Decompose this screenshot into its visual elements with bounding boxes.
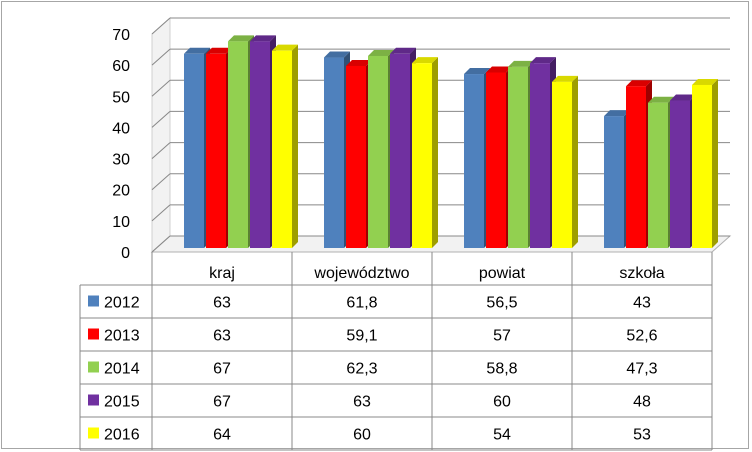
bar-top (530, 57, 556, 64)
gridline-side (151, 17, 171, 35)
bar (670, 100, 690, 248)
bar-top (486, 66, 512, 73)
gridline-side (151, 79, 171, 97)
bar-top (228, 35, 254, 42)
y-tick-label: 60 (112, 58, 130, 75)
data-label: 43 (633, 295, 651, 312)
bar (552, 81, 572, 248)
gridline-side (151, 173, 171, 191)
bar (368, 55, 388, 249)
bar (464, 74, 484, 249)
bar (206, 53, 226, 248)
bar-top (250, 35, 276, 42)
y-tick-label: 10 (112, 214, 130, 231)
x-tick-label: powiat (479, 265, 526, 282)
data-label: 61,8 (346, 295, 377, 312)
data-label: 54 (493, 427, 511, 444)
x-tick-label: szkoła (619, 265, 664, 282)
y-tick-label: 70 (112, 27, 130, 44)
bar-top (670, 94, 696, 101)
legend-label: 2015 (104, 394, 140, 411)
data-label: 67 (213, 394, 231, 411)
bar (530, 63, 550, 249)
bar-top (412, 57, 438, 64)
legend-label: 2013 (104, 328, 140, 345)
bar (250, 41, 270, 248)
bar (272, 50, 292, 248)
bar-top (346, 59, 372, 66)
gridline-side (151, 111, 171, 128)
bar (692, 84, 712, 248)
data-label: 60 (353, 427, 371, 444)
bar (486, 72, 506, 248)
bar (604, 116, 624, 248)
data-label: 59,1 (346, 328, 377, 345)
bar (324, 57, 344, 249)
data-label: 58,8 (486, 361, 517, 378)
data-label: 52,6 (626, 328, 657, 345)
back-wall (170, 18, 730, 236)
gridline-side (151, 48, 171, 66)
legend-key (88, 361, 99, 373)
y-tick-label: 40 (112, 120, 130, 137)
y-tick-label: 30 (112, 152, 130, 169)
bar (390, 53, 410, 248)
data-label: 57 (493, 328, 511, 345)
bar-top (390, 47, 416, 54)
bar-top (184, 47, 210, 54)
bar-top (604, 110, 630, 117)
data-label: 56,5 (486, 295, 517, 312)
bar (626, 86, 646, 248)
bar (228, 41, 248, 248)
legend-label: 2012 (104, 295, 140, 312)
y-tick-label: 20 (112, 183, 130, 200)
data-label: 48 (633, 394, 651, 411)
legend-key (88, 295, 99, 307)
bar-top (464, 68, 490, 75)
bar-top (508, 60, 534, 67)
side-wall (151, 16, 171, 254)
legend-label: 2016 (104, 427, 140, 444)
bar (648, 102, 668, 249)
data-label: 63 (353, 394, 371, 411)
data-label: 63 (213, 295, 231, 312)
data-label: 47,3 (626, 361, 657, 378)
bar (412, 63, 432, 249)
bar-side (712, 78, 718, 248)
legend-key (88, 427, 99, 439)
bar (508, 66, 528, 248)
data-label: 63 (213, 328, 231, 345)
data-label: 53 (633, 427, 651, 444)
legend-label: 2014 (104, 361, 140, 378)
bar-top (552, 75, 578, 82)
bar-top (324, 51, 350, 58)
gridline-side (151, 235, 171, 253)
bar (346, 65, 366, 249)
bar-top (648, 96, 674, 103)
bar-side (572, 75, 578, 248)
bar-top (626, 80, 652, 87)
x-tick-label: województwo (313, 265, 409, 282)
data-label: 62,3 (346, 361, 377, 378)
gridline-side (151, 142, 171, 159)
y-tick-label: 50 (112, 89, 130, 106)
bar-side (432, 57, 438, 249)
bar-top (692, 78, 718, 85)
data-label: 60 (493, 394, 511, 411)
bar (184, 53, 204, 248)
legend-key (88, 394, 99, 406)
bar-side (292, 44, 298, 248)
data-label: 67 (213, 361, 231, 378)
bar-top (272, 44, 298, 51)
bar-top (206, 47, 232, 54)
x-tick-label: kraj (209, 265, 235, 282)
legend-key (88, 328, 99, 340)
gridline-side (151, 204, 171, 222)
y-tick-label: 0 (121, 245, 130, 262)
bar-top (368, 49, 394, 56)
data-label: 64 (213, 427, 231, 444)
